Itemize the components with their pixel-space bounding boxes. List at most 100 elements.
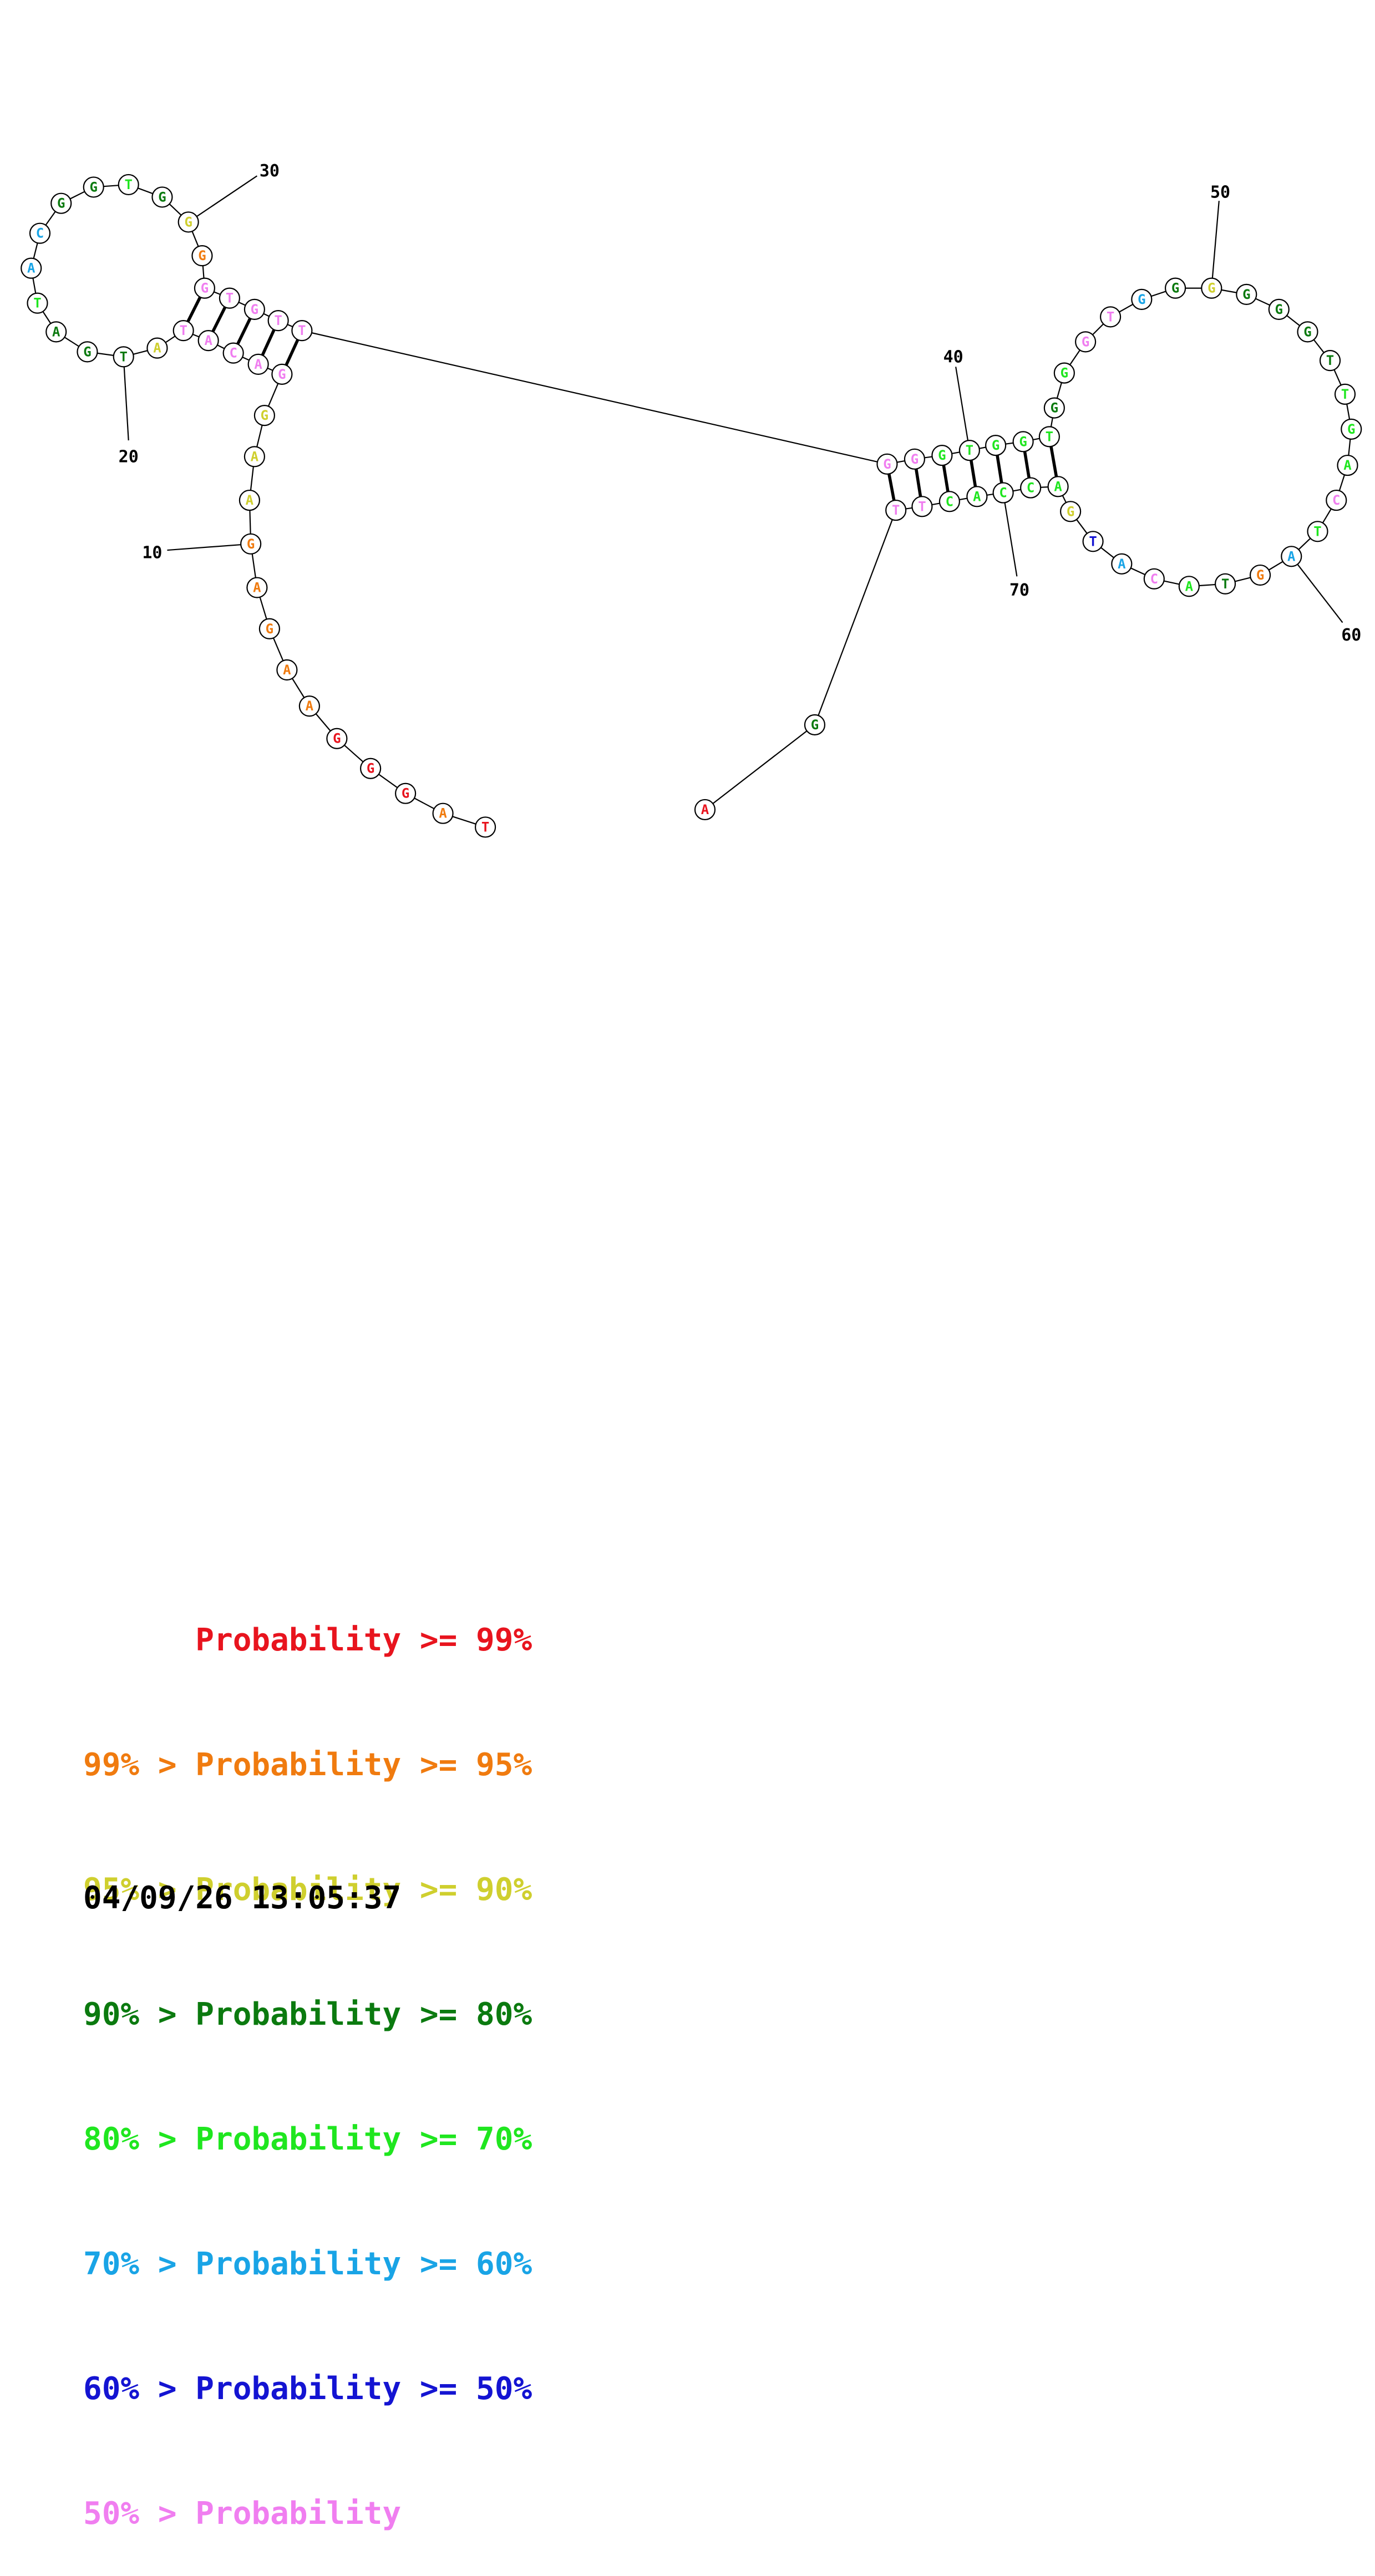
nucleotide-26: G [50,192,72,214]
nucleotide-68: A [1047,476,1069,497]
backbone-segment [814,510,897,725]
nucleotide-circle [271,363,293,385]
nucleotide-circle [239,489,261,511]
nucleotide-circle [267,310,289,332]
nucleotide-3: G [395,783,417,804]
base-pair-bond [996,455,1003,484]
nucleotide-circle [1268,298,1290,320]
nucleotide-letter: T [481,819,489,835]
nucleotide-letter: A [1185,578,1194,594]
nucleotide-circle [904,448,926,470]
nucleotide-letter: G [1051,400,1058,416]
nucleotide-61: G [1249,564,1271,586]
position-tick-line [1211,201,1220,288]
base-pair-bond [970,460,977,487]
nucleotide-18: T [172,320,194,342]
nucleotide-letter: A [1054,479,1062,494]
nucleotide-53: G [1297,321,1318,343]
nucleotide-circle [1143,568,1165,590]
nucleotide-15: A [247,353,269,375]
nucleotide-36: T [291,320,313,342]
nucleotide-circle [45,321,67,343]
nucleotide-circle [1297,321,1318,343]
nucleotide-50: G [1201,277,1222,299]
nucleotide-21: G [77,341,98,363]
nucleotide-circle [1236,283,1257,305]
nucleotide-circle [1319,350,1341,372]
nucleotide-30: G [177,211,199,233]
base-pair-bond [887,474,896,501]
nucleotide-42: G [1012,431,1034,453]
nucleotide-74: T [885,499,907,521]
nucleotide-67: G [1060,501,1082,522]
nucleotide-circle [146,337,168,359]
nucleotide-37: G [876,453,898,475]
nucleotide-letter: G [1347,421,1355,437]
nucleotide-20: T [113,346,134,368]
nucleotide-letter: C [1027,480,1034,496]
nucleotide-letter: T [1089,534,1097,549]
nucleotide-letter: T [892,502,900,518]
nucleotide-circle [1043,397,1065,419]
nucleotide-letter: A [439,806,447,821]
nucleotide-letter: G [184,214,192,230]
nucleotide-letter: T [33,296,41,311]
nucleotide-69: C [1020,477,1042,499]
nucleotide-38: G [904,448,926,470]
nucleotide-letter: T [1046,429,1053,444]
position-tick-line [1002,492,1018,577]
nucleotide-65: A [1111,553,1133,575]
nucleotide-circle [243,298,266,320]
position-tick-line [123,357,129,441]
nucleotide-letter: G [811,717,819,733]
nucleotide-2: A [432,802,454,824]
nucleotide-letter: C [229,346,237,361]
nucleotide-letter: A [973,489,981,504]
nucleotide-letter: C [36,226,44,241]
nucleotide-4: G [360,758,382,779]
nucleotide-23: T [27,292,48,314]
nucleotide-letter: A [283,662,291,678]
nucleotide-24: A [21,257,42,279]
base-pair-bond [942,465,950,492]
position-label-40: 40 [943,347,963,367]
legend-row-p99: Probability >= 99% [83,1622,532,1658]
nucleotide-letter: C [1332,492,1340,508]
nucleotide-circle [291,320,313,342]
nucleotide-circle [197,330,219,352]
nucleotide-circle [931,444,953,466]
nucleotide-circle [27,292,48,314]
nucleotide-circle [1281,546,1302,567]
nucleotide-letter: G [938,448,946,463]
nucleotide-39: G [931,444,953,466]
position-tick-line [955,367,970,451]
position-tick-line [1291,556,1343,623]
nucleotide-22: A [45,321,67,343]
nucleotide-circle [1053,362,1075,384]
nucleotide-letter: G [1303,324,1311,339]
nucleotide-11: A [239,489,261,511]
nucleotide-71: A [966,486,988,507]
nucleotide-51: G [1236,283,1257,305]
nucleotide-letter: A [1118,556,1126,572]
nucleotide-33: T [219,287,241,309]
nucleotide-circle [1099,306,1122,328]
nucleotide-circle [326,728,348,749]
nucleotide-circle [247,353,269,375]
nucleotide-circle [1060,501,1082,522]
nucleotide-10: G [240,533,262,555]
nucleotide-12: A [243,446,266,468]
nucleotide-17: A [197,330,219,352]
nucleotide-circle [177,211,199,233]
nucleotide-circle [258,618,280,639]
nucleotide-14: G [271,363,293,385]
legend-row-p90: 95% > Probability >= 90% [83,1872,532,1908]
position-label-30: 30 [260,161,280,181]
nucleotide-circle [1337,454,1358,476]
nucleotide-letter: T [124,177,132,192]
nucleotide-circle [151,186,173,208]
nucleotide-circle [77,341,98,363]
nucleotide-76: A [694,799,716,821]
nucleotide-circle [113,346,134,368]
nucleotide-letter: A [306,698,314,714]
